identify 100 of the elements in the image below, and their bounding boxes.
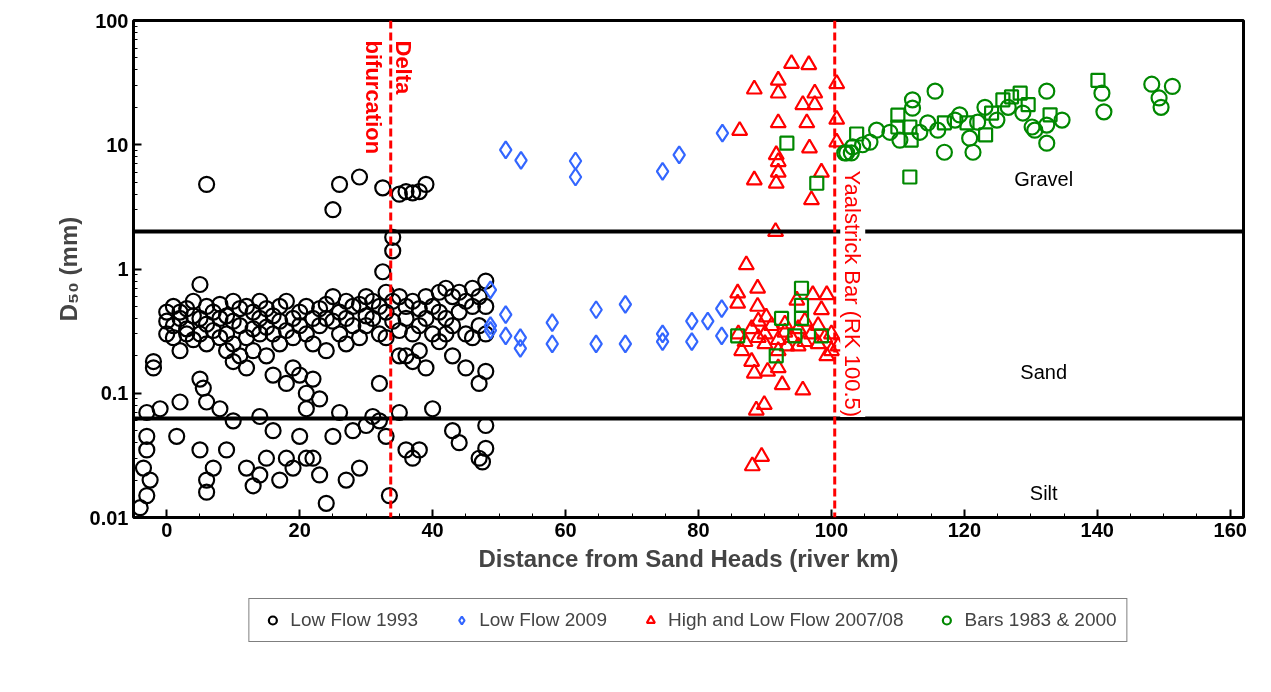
point <box>1020 97 1036 113</box>
x-tick-label: 100 <box>814 518 849 541</box>
point <box>701 311 715 331</box>
point <box>1150 89 1168 107</box>
point <box>1090 72 1106 88</box>
y-tick-label: 1 <box>117 258 129 280</box>
point <box>988 111 1006 129</box>
point <box>946 111 964 129</box>
point <box>1003 89 1020 105</box>
point <box>849 126 865 142</box>
point <box>1038 82 1056 100</box>
point <box>951 106 969 124</box>
point <box>618 294 633 314</box>
point <box>545 313 560 333</box>
y-tick-label: 100 <box>95 9 129 32</box>
point <box>903 132 919 148</box>
point <box>1042 107 1058 123</box>
point <box>655 332 670 352</box>
y-tick-label: 10 <box>106 133 129 156</box>
x-tick-label: 120 <box>947 518 982 541</box>
point <box>568 167 583 187</box>
point <box>995 92 1011 108</box>
point <box>1143 75 1161 93</box>
y-axis-title: D₅₀ (mm) <box>54 216 82 322</box>
point <box>854 136 872 154</box>
point <box>714 299 729 319</box>
point <box>903 91 922 109</box>
ref-line-label: Delta bifurcation <box>361 40 417 155</box>
point <box>483 316 498 336</box>
point <box>1152 98 1170 116</box>
point <box>1093 84 1111 102</box>
x-tick-label: 80 <box>687 518 710 541</box>
point <box>715 123 730 143</box>
legend-label: Low Flow 2009 <box>479 609 607 631</box>
point <box>935 143 953 161</box>
point <box>902 169 918 185</box>
point <box>983 105 1000 121</box>
legend-label: High and Low Flow 2007/08 <box>667 609 904 631</box>
point <box>818 285 836 301</box>
point <box>1038 134 1056 152</box>
x-axis-title: Distance from Sand Heads (river km) <box>478 544 899 572</box>
x-tick-label: 160 <box>1213 518 1247 541</box>
point <box>959 115 975 131</box>
point <box>545 334 560 354</box>
point <box>926 82 944 100</box>
legend-label: Low Flow 1993 <box>290 609 419 631</box>
ref-line-label: Yaalstrick Bar (RK 100.5) <box>840 170 866 418</box>
point <box>498 304 513 325</box>
x-tick-label: 60 <box>554 518 577 541</box>
point <box>513 338 528 358</box>
point <box>589 300 603 320</box>
point <box>685 311 699 331</box>
point <box>861 133 879 151</box>
point <box>1014 104 1032 122</box>
point <box>514 150 528 170</box>
point <box>685 332 699 352</box>
point <box>961 129 979 147</box>
point <box>655 324 670 344</box>
y-tick-label: 0.1 <box>100 382 129 405</box>
point <box>1053 111 1071 129</box>
point <box>714 326 729 346</box>
point <box>1095 103 1113 121</box>
point <box>976 98 994 116</box>
point <box>842 144 860 162</box>
x-tick-label: 0 <box>161 518 173 541</box>
annotation: Silt <box>1029 481 1059 504</box>
point <box>911 123 929 141</box>
point <box>964 143 982 161</box>
point <box>1163 77 1181 95</box>
point <box>655 161 670 182</box>
point <box>793 280 810 296</box>
point <box>936 115 952 131</box>
point <box>809 175 825 191</box>
point <box>498 140 513 160</box>
point <box>929 121 947 139</box>
point <box>868 121 886 139</box>
point <box>902 119 918 135</box>
point <box>513 328 528 348</box>
point <box>890 107 906 123</box>
point <box>978 127 994 143</box>
point <box>779 135 795 151</box>
x-tick-label: 20 <box>288 518 311 541</box>
annotation: Sand <box>1020 360 1068 383</box>
x-tick-label: 40 <box>421 518 444 541</box>
point <box>483 280 498 300</box>
point <box>498 326 513 346</box>
annotation: Gravel <box>1014 167 1074 190</box>
point <box>568 151 583 171</box>
point <box>903 99 922 117</box>
point <box>919 114 937 132</box>
point <box>969 113 987 131</box>
point <box>672 145 686 165</box>
point <box>618 334 633 354</box>
point <box>999 98 1017 116</box>
point <box>1012 85 1028 101</box>
point <box>589 334 603 354</box>
y-tick-label: 0.01 <box>89 506 129 529</box>
point <box>483 320 498 341</box>
legend-label: Bars 1983 & 2000 <box>964 609 1117 631</box>
x-tick-label: 140 <box>1080 518 1114 541</box>
